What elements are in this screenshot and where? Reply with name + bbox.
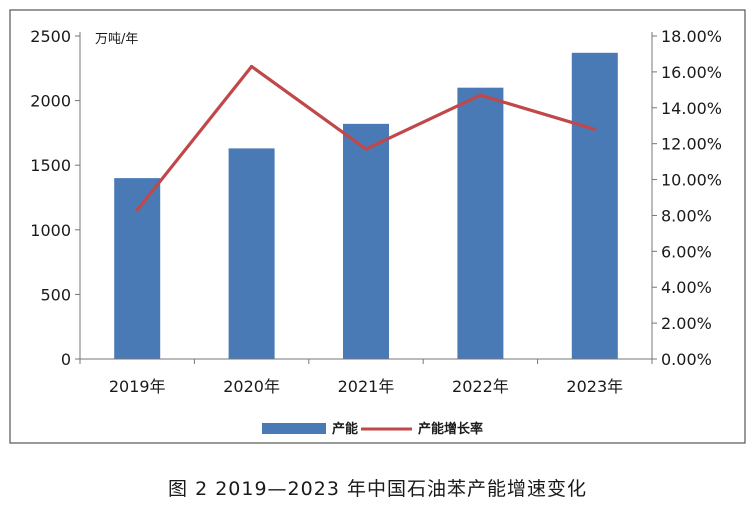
- x-tick-label: 2020年: [223, 377, 280, 396]
- legend-swatch-bar: [262, 423, 326, 434]
- bar-2020年: [228, 148, 275, 359]
- y-left-unit: 万吨/年: [95, 32, 138, 47]
- growth-rate-point-2020年: [250, 64, 254, 69]
- y-left-tick-label: 500: [40, 285, 71, 304]
- y-left-tick-label: 0: [61, 350, 71, 369]
- y-right-tick-label: 2.00%: [661, 314, 712, 333]
- y-right-tick-label: 14.00%: [661, 99, 722, 118]
- y-left-tick-label: 1000: [30, 221, 71, 240]
- growth-rate-point-2023年: [593, 127, 597, 131]
- growth-rate-point-2021年: [364, 147, 368, 151]
- legend-label-bar: 产能: [332, 421, 358, 437]
- bar-2022年: [457, 87, 504, 360]
- x-tick-label: 2021年: [338, 377, 395, 396]
- y-right-tick-label: 8.00%: [661, 206, 712, 225]
- bar-2021年: [343, 123, 389, 359]
- bar-2019年: [114, 178, 161, 359]
- y-right-tick-label: 6.00%: [661, 242, 712, 261]
- x-tick-label: 2019年: [109, 377, 166, 396]
- figure-caption: 图 2 2019—2023 年中国石油苯产能增速变化: [168, 478, 587, 500]
- y-right-tick-label: 18.00%: [661, 27, 722, 46]
- y-left-tick-label: 2500: [30, 27, 71, 46]
- growth-rate-point-2019年: [135, 208, 139, 212]
- y-right-tick-label: 4.00%: [661, 278, 712, 297]
- y-right-tick-label: 12.00%: [661, 135, 722, 154]
- bar-2023年: [571, 52, 618, 360]
- growth-rate-point-2022年: [478, 93, 482, 97]
- legend-label-line: 产能增长率: [418, 421, 483, 437]
- x-tick-label: 2022年: [452, 377, 509, 396]
- x-tick-label: 2023年: [566, 377, 623, 396]
- y-right-tick-label: 10.00%: [661, 171, 722, 190]
- y-left-tick-label: 2000: [30, 92, 71, 111]
- y-right-tick-label: 16.00%: [661, 63, 722, 82]
- y-left-tick-label: 1500: [30, 156, 71, 175]
- y-right-tick-label: 0.00%: [661, 350, 712, 369]
